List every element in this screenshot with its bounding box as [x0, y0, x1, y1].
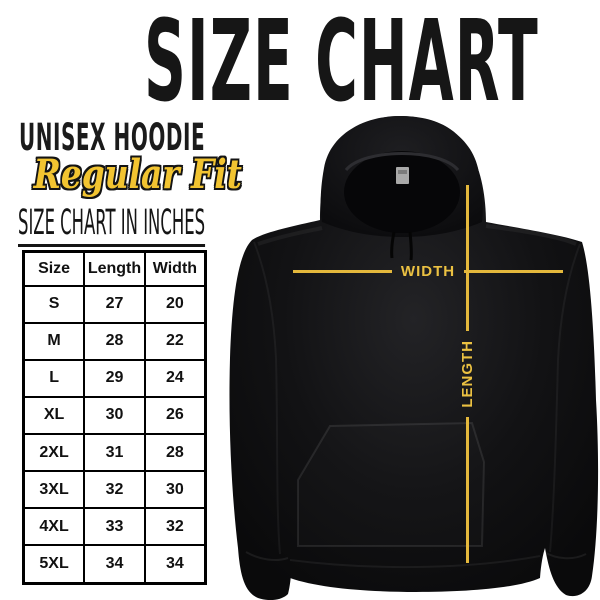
size-table-header-row: Size Length Width: [22, 250, 207, 287]
neck-tag: [396, 167, 409, 184]
cell-length: 28: [83, 321, 146, 361]
column-header-size: Size: [22, 250, 86, 287]
hoodie-photo: [218, 108, 600, 600]
cell-size: M: [22, 321, 86, 361]
width-measure-line: WIDTH: [293, 263, 563, 279]
right-shoulder-highlight: [485, 224, 577, 246]
cell-length: 29: [83, 358, 146, 398]
width-line-right-segment: [464, 269, 563, 273]
cell-size: L: [22, 358, 86, 398]
cell-size: 2XL: [22, 432, 86, 473]
column-header-length: Length: [83, 250, 146, 287]
hoodie-body: [229, 116, 599, 600]
hem-band: [289, 555, 541, 569]
cell-length: 30: [83, 395, 146, 436]
length-line-top-segment: [465, 185, 469, 332]
table-row: S 27 20: [22, 284, 207, 324]
length-measure-line: LENGTH: [455, 185, 479, 564]
left-cuff-line: [245, 551, 289, 561]
table-row: 2XL 31 28: [22, 432, 207, 473]
product-name: UNISEX HOODIE: [19, 116, 206, 159]
cell-length: 34: [83, 544, 146, 585]
hoodie-illustration: [229, 116, 599, 600]
length-line-bottom-segment: [465, 416, 469, 564]
table-row: 5XL 34 34: [22, 544, 207, 585]
length-label: LENGTH: [458, 340, 476, 408]
cell-size: 4XL: [22, 507, 86, 547]
cell-length: 33: [83, 507, 146, 547]
product-fit: Regular Fit: [33, 151, 242, 198]
width-label: WIDTH: [400, 262, 456, 280]
right-cuff-line: [543, 551, 587, 560]
cell-size: 5XL: [22, 544, 86, 585]
width-line-left-segment: [293, 269, 392, 273]
cell-width: 24: [143, 358, 207, 398]
drawstring-left: [390, 231, 396, 259]
hood-rim-highlight: [344, 152, 460, 172]
cell-width: 30: [143, 470, 207, 510]
cell-size: XL: [22, 395, 86, 436]
table-row: M 28 22: [22, 321, 207, 361]
table-row: 4XL 33 32: [22, 507, 207, 547]
cell-width: 32: [143, 507, 207, 547]
neck-tag-print: [398, 170, 407, 174]
cell-width: 22: [143, 321, 207, 361]
cell-length: 31: [83, 432, 146, 473]
cell-length: 27: [83, 284, 146, 324]
cell-width: 20: [143, 284, 207, 324]
cell-width: 28: [143, 432, 207, 473]
section-heading: SIZE CHART IN INCHES: [18, 206, 206, 247]
cell-size: S: [22, 284, 86, 324]
cell-width: 34: [143, 544, 207, 585]
column-header-width: Width: [143, 250, 207, 287]
right-sleeve-seam: [549, 243, 581, 553]
cell-length: 32: [83, 470, 146, 510]
table-row: L 29 24: [22, 358, 207, 398]
left-sleeve-seam: [253, 241, 281, 555]
table-row: XL 30 26: [22, 395, 207, 436]
page-title: SIZE CHART: [144, 0, 539, 127]
cell-size: 3XL: [22, 470, 86, 510]
table-row: 3XL 32 30: [22, 470, 207, 510]
kangaroo-pocket: [297, 421, 486, 547]
cell-width: 26: [143, 395, 207, 436]
hood-opening: [344, 151, 460, 233]
size-table: Size Length Width S 27 20 M 28 22 L 29 2…: [22, 250, 207, 585]
drawstring-right: [408, 231, 413, 261]
left-shoulder-highlight: [257, 226, 323, 246]
